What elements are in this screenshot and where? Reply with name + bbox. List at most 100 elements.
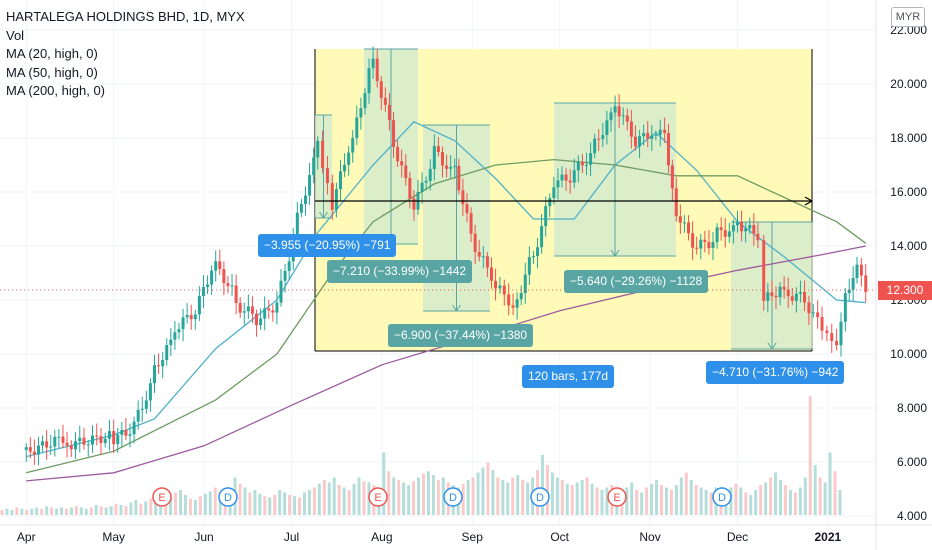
volume-bar [764,482,768,515]
candle-body [642,133,646,137]
candle-body [593,138,597,154]
candle-body [654,134,658,136]
volume-bar [139,503,143,515]
candle-body [811,312,815,314]
measure-label-4: −5.640 (−29.26%) −1128 [564,270,709,293]
time-axis: Apr May Jun Jul Aug Sep Oct Nov Dec 2021 [0,524,932,544]
volume-bar [213,487,217,515]
volume-bar [635,490,639,515]
candle-body [238,302,242,313]
volume-bar [317,483,321,515]
candle-body [674,188,678,217]
candle-body [731,225,735,232]
candle-body [303,195,307,205]
candle-body [275,302,279,313]
volume-bar [124,506,128,515]
symbol-title[interactable]: HARTALEGA HOLDINGS BHD, 1D, MYX [6,9,245,24]
candle-body [161,360,165,367]
volume-bar [778,480,782,515]
volume-bar [312,487,316,515]
event-marker-label: D [536,492,544,504]
candle-body [404,165,408,179]
volume-bar [704,490,708,515]
indicator-vol[interactable]: Vol [6,27,25,43]
price-tick-label: 16.000 [890,185,927,199]
candle-body [61,436,65,443]
candle-body [469,213,473,234]
ma-line-50 [26,158,867,474]
dividend-marker [218,487,238,507]
candle-body [69,445,73,450]
price-axis: 22.00020.00018.00016.00014.00012.00010.0… [875,0,927,550]
volume-bar [540,455,544,515]
volume-bar [585,477,589,515]
price-tick-label: 14.000 [890,239,927,253]
volume-bar [15,507,19,515]
volume-bar [659,485,663,515]
indicator-ma50[interactable]: MA (50, high, 0) [6,64,98,80]
time-tick-label: May [102,530,125,544]
candle-body [210,270,214,285]
volume-bar [79,507,83,515]
volume-bar [69,507,73,515]
volume-bar [179,490,183,515]
candle-body [255,313,259,326]
volume-bar [565,483,569,515]
candle-body [57,436,61,438]
candle-body [465,204,469,214]
candle-body [112,431,116,445]
volume-bar [694,485,698,515]
candle-body [116,434,120,445]
volume-bar [689,480,693,515]
volume-bar [288,495,292,515]
volume-bar [218,492,222,515]
currency-badge[interactable]: MYR [891,7,925,27]
volume-bar [293,496,297,515]
candle-body [283,270,287,281]
candle-body [855,264,859,279]
volume-bar [109,506,113,515]
event-marker-label: D [449,492,457,504]
volume-bar [550,472,554,515]
candle-body [355,117,359,139]
volume-bar [164,502,168,515]
volume-bar [134,500,138,515]
candle-body [226,283,230,287]
volume-bar [436,480,440,515]
candle-body [28,447,32,452]
volume-bar [35,507,39,515]
candle-body [695,247,699,249]
measure-label-2: −7.210 (−33.99%) −1442 [327,260,473,283]
event-marker-label: E [158,492,165,504]
indicator-ma20[interactable]: MA (20, high, 0) [6,46,98,61]
candle-body [334,189,338,210]
volume-bar [50,507,54,515]
candle-body [193,314,197,320]
measure-label-3: −6.900 (−37.44%) −1380 [388,324,534,347]
candle-body [299,204,303,213]
volume-bar [238,483,242,515]
candle-body [723,230,727,237]
candle-body [457,165,461,191]
event-marker-label: E [374,492,381,504]
candle-body [667,133,671,166]
candle-body [766,292,770,301]
candle-body [703,239,707,242]
price-tick-label: 20.000 [890,77,927,91]
volume-bar [739,487,743,515]
volume-bar [808,396,812,515]
volume-bar [516,475,520,515]
candle-body [762,240,766,301]
earnings-marker [368,487,388,507]
candle-body [24,447,28,450]
event-marker-label: D [224,492,232,504]
candle-body [440,152,444,166]
indicator-ma200[interactable]: MA (200, high, 0) [6,83,105,98]
volume-bar [461,483,465,515]
candle-body [584,164,588,166]
candle-body [851,278,855,290]
candle-body [181,317,185,330]
candle-body [835,340,839,346]
volume-bar [759,485,763,515]
